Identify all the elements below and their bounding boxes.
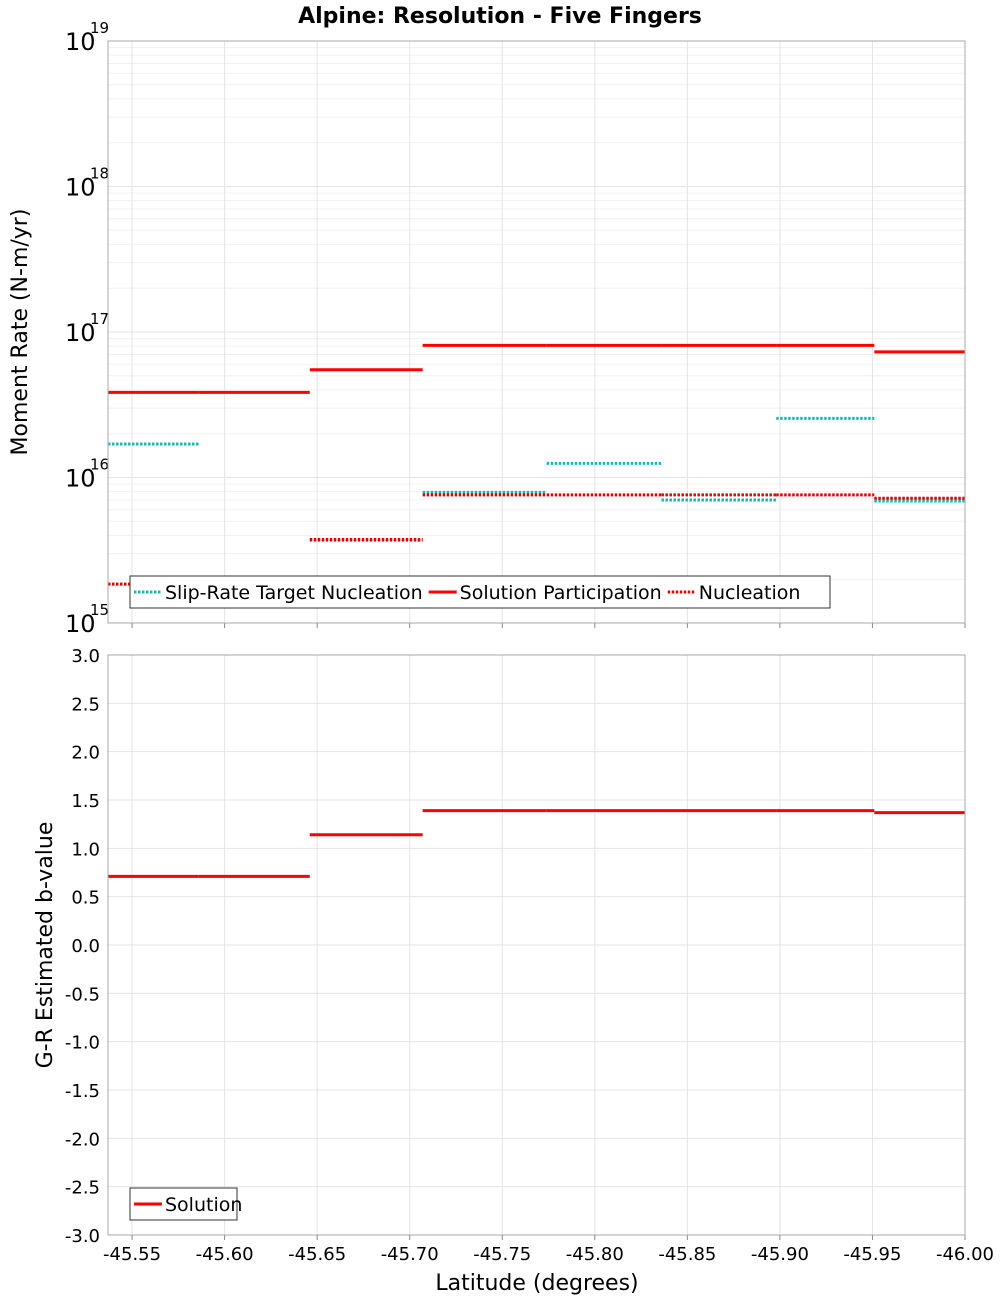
x-tick-label: -45.65 <box>288 1244 346 1265</box>
y-tick-label-exponent: 18 <box>90 165 109 183</box>
y-axis-label-moment-rate: Moment Rate (N-m/yr) <box>8 209 33 456</box>
legend-label: Solution Participation <box>460 582 662 604</box>
x-axis-label: Latitude (degrees) <box>435 1271 638 1296</box>
x-tick-label: -46.00 <box>936 1244 994 1265</box>
legend-label: Solution <box>165 1194 242 1216</box>
y-tick-label: -1.5 <box>65 1081 100 1102</box>
plot-frame <box>107 40 966 624</box>
y-tick-label-exponent: 16 <box>90 456 109 474</box>
legend: Slip-Rate Target Nucleation Solution Part… <box>129 575 831 609</box>
y-tick-label: 2.5 <box>71 694 100 715</box>
y-tick-label: -2.0 <box>65 1129 100 1150</box>
y-tick-label-base: 10 <box>65 319 96 347</box>
x-tick-label: -45.55 <box>103 1244 161 1265</box>
x-tick-label: -45.70 <box>381 1244 439 1265</box>
y-tick-label: -1.0 <box>65 1033 100 1054</box>
x-tick-label: -45.95 <box>843 1244 901 1265</box>
b-value-panel: 3.0 2.5 2.0 1.5 1.0 0.5 0.0 -0.5 -1.0 -1.5 -2.0 -2.… <box>33 646 994 1265</box>
y-tick-label-exponent: 15 <box>90 601 109 619</box>
y-tick-label: 2.0 <box>71 743 100 764</box>
y-axis-label-b-value: G-R Estimated b-value <box>33 822 58 1069</box>
y-tick-label-base: 10 <box>65 174 96 202</box>
y-tick-label: 3.0 <box>71 646 100 667</box>
x-tick-label: -45.75 <box>473 1244 531 1265</box>
y-tick-label: 1.5 <box>71 791 100 812</box>
y-tick-label: 0.5 <box>71 888 100 909</box>
y-tick-label: -3.0 <box>65 1226 100 1247</box>
series-solution-participation <box>108 343 965 394</box>
x-tick-label: -45.60 <box>196 1244 254 1265</box>
x-tick-label: -45.85 <box>658 1244 716 1265</box>
y-tick-label: 0.0 <box>71 936 100 957</box>
y-tick-label: 1.0 <box>71 839 100 860</box>
plot-frame <box>107 654 966 1236</box>
y-tick-label-exponent: 17 <box>90 310 109 328</box>
y-tick-label-base: 10 <box>65 610 96 638</box>
series-nucleation <box>108 493 965 586</box>
legend-label: Nucleation <box>699 582 801 604</box>
legend-box <box>129 1187 238 1221</box>
y-tick-label-base: 10 <box>65 28 96 56</box>
y-tick-label-base: 10 <box>65 465 96 493</box>
series-solution <box>108 809 965 878</box>
x-tick-label: -45.90 <box>751 1244 809 1265</box>
y-tick-label-exponent: 19 <box>90 19 109 37</box>
legend-label: Slip-Rate Target Nucleation <box>165 582 423 604</box>
legend: Solution <box>129 1187 242 1221</box>
y-tick-label: -0.5 <box>65 984 100 1005</box>
x-tick-label: -45.80 <box>566 1244 624 1265</box>
series-slip-rate-target-nucleation <box>108 416 965 591</box>
y-tick-label: -2.5 <box>65 1178 100 1199</box>
chart-title: Alpine: Resolution - Five Fingers <box>298 4 702 29</box>
legend-box <box>129 575 831 609</box>
